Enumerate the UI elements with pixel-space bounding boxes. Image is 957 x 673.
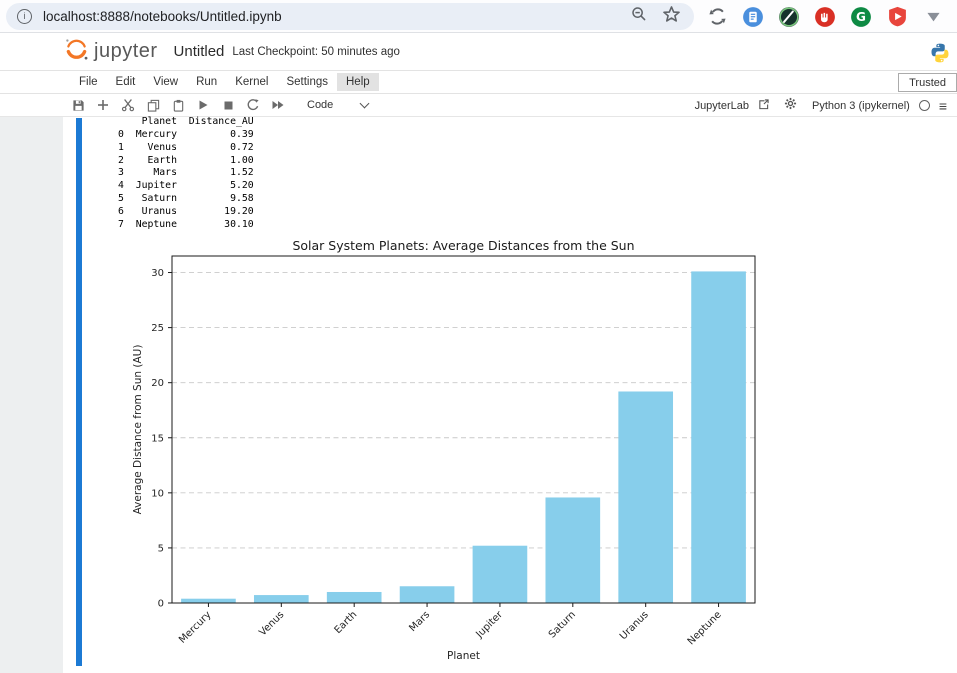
bar-mars bbox=[400, 586, 455, 603]
recycle-extension-icon[interactable] bbox=[706, 6, 728, 28]
bar-jupiter bbox=[473, 546, 528, 603]
x-tick-label: Venus bbox=[257, 609, 286, 638]
x-tick-label: Jupiter bbox=[474, 609, 506, 641]
jupyterlab-link[interactable]: JupyterLab bbox=[695, 100, 749, 112]
x-tick-label: Uranus bbox=[618, 609, 651, 642]
save-button[interactable] bbox=[70, 97, 86, 113]
trusted-button[interactable]: Trusted bbox=[898, 73, 957, 92]
x-tick-label: Neptune bbox=[686, 609, 724, 647]
copy-cell-button[interactable] bbox=[145, 97, 161, 113]
chevron-down-icon bbox=[360, 99, 370, 109]
hamburger-menu-icon[interactable]: ≡ bbox=[939, 99, 947, 113]
checkpoint-status: Last Checkpoint: 50 minutes ago bbox=[232, 46, 400, 58]
y-tick-label: 25 bbox=[151, 323, 164, 334]
menu-item-settings[interactable]: Settings bbox=[277, 73, 337, 91]
gear-icon[interactable] bbox=[784, 97, 797, 115]
kernel-status-icon bbox=[919, 100, 930, 111]
notebook-title[interactable]: Untitled bbox=[174, 43, 225, 60]
bar-saturn bbox=[545, 497, 600, 603]
jupyter-logo-text: jupyter bbox=[94, 40, 158, 63]
interrupt-kernel-button[interactable] bbox=[220, 97, 236, 113]
menu-item-file[interactable]: File bbox=[70, 73, 107, 91]
restart-run-all-button[interactable] bbox=[270, 97, 286, 113]
bar-venus bbox=[254, 595, 309, 603]
y-tick-label: 10 bbox=[151, 488, 164, 499]
menu-item-help[interactable]: Help bbox=[337, 73, 379, 91]
svg-text:G: G bbox=[856, 10, 866, 24]
y-tick-label: 15 bbox=[151, 433, 164, 444]
add-cell-button[interactable] bbox=[95, 97, 111, 113]
zoom-out-icon[interactable] bbox=[631, 6, 647, 27]
bar-earth bbox=[327, 592, 382, 603]
x-axis-label: Planet bbox=[447, 650, 480, 662]
x-tick-label: Earth bbox=[333, 609, 360, 636]
python-logo-icon bbox=[930, 43, 950, 68]
chart-title: Solar System Planets: Average Distances … bbox=[292, 238, 634, 253]
screen: i localhost:8888/notebooks/Untitled.ipyn… bbox=[0, 0, 957, 673]
bar-uranus bbox=[618, 391, 673, 603]
y-tick-label: 30 bbox=[151, 268, 164, 279]
menu-item-run[interactable]: Run bbox=[187, 73, 226, 91]
active-cell-indicator[interactable] bbox=[76, 118, 82, 666]
browser-toolbar: i localhost:8888/notebooks/Untitled.ipyn… bbox=[0, 0, 957, 33]
restart-kernel-button[interactable] bbox=[245, 97, 261, 113]
adblock-extension-icon[interactable] bbox=[814, 6, 836, 28]
bar-mercury bbox=[181, 599, 236, 603]
cell-type-value: Code bbox=[307, 99, 333, 111]
y-axis-label: Average Distance from Sun (AU) bbox=[132, 345, 144, 515]
y-tick-label: 20 bbox=[151, 378, 164, 389]
jupyter-header: jupyter Untitled Last Checkpoint: 50 min… bbox=[0, 33, 957, 71]
cell-type-select[interactable]: Code bbox=[307, 99, 379, 111]
extensions-row: G bbox=[706, 4, 944, 29]
notebook-toolbar: Code JupyterLab Python 3 (ipykernel) ≡ bbox=[0, 94, 957, 117]
dropdown-triangle-icon[interactable] bbox=[922, 6, 944, 28]
menu-item-kernel[interactable]: Kernel bbox=[226, 73, 277, 91]
privacy-extension-icon[interactable] bbox=[778, 6, 800, 28]
chart-output: 0 5 10 15 20 25 30 Mercury Venus Earth Mars Jupiter… bbox=[130, 238, 775, 673]
external-link-icon[interactable] bbox=[758, 97, 769, 115]
bar-chart-svg: 0 5 10 15 20 25 30 Mercury Venus Earth Mars Jupiter… bbox=[130, 238, 775, 673]
menu-item-view[interactable]: View bbox=[144, 73, 187, 91]
notes-extension-icon[interactable] bbox=[742, 6, 764, 28]
jupyter-logo-icon bbox=[64, 36, 89, 67]
jupyter-logo[interactable]: jupyter bbox=[64, 36, 158, 67]
x-tick-label: Mars bbox=[407, 609, 432, 634]
grammarly-extension-icon[interactable]: G bbox=[850, 6, 872, 28]
x-tick-label: Mercury bbox=[177, 609, 214, 646]
y-tick-label: 0 bbox=[158, 599, 164, 610]
left-gutter-panel bbox=[0, 117, 63, 673]
bookmark-star-icon[interactable] bbox=[663, 6, 680, 28]
run-cell-button[interactable] bbox=[195, 97, 211, 113]
menu-items: FileEditViewRunKernelSettingsHelp bbox=[0, 71, 957, 93]
paste-cell-button[interactable] bbox=[170, 97, 186, 113]
shield-play-extension-icon[interactable] bbox=[886, 6, 908, 28]
cut-cell-button[interactable] bbox=[120, 97, 136, 113]
y-tick-label: 5 bbox=[158, 543, 164, 554]
dataframe-output: Planet Distance_AU 0 Mercury 0.39 1 Venu… bbox=[118, 116, 254, 232]
address-bar[interactable]: i localhost:8888/notebooks/Untitled.ipyn… bbox=[6, 3, 694, 30]
menu-bar: FileEditViewRunKernelSettingsHelp Truste… bbox=[0, 71, 957, 94]
menu-item-edit[interactable]: Edit bbox=[107, 73, 145, 91]
x-tick-label: Saturn bbox=[547, 609, 578, 640]
url-text[interactable]: localhost:8888/notebooks/Untitled.ipynb bbox=[43, 9, 282, 24]
bar-neptune bbox=[691, 271, 746, 603]
site-info-icon[interactable]: i bbox=[17, 9, 32, 24]
kernel-name[interactable]: Python 3 (ipykernel) bbox=[812, 100, 910, 112]
